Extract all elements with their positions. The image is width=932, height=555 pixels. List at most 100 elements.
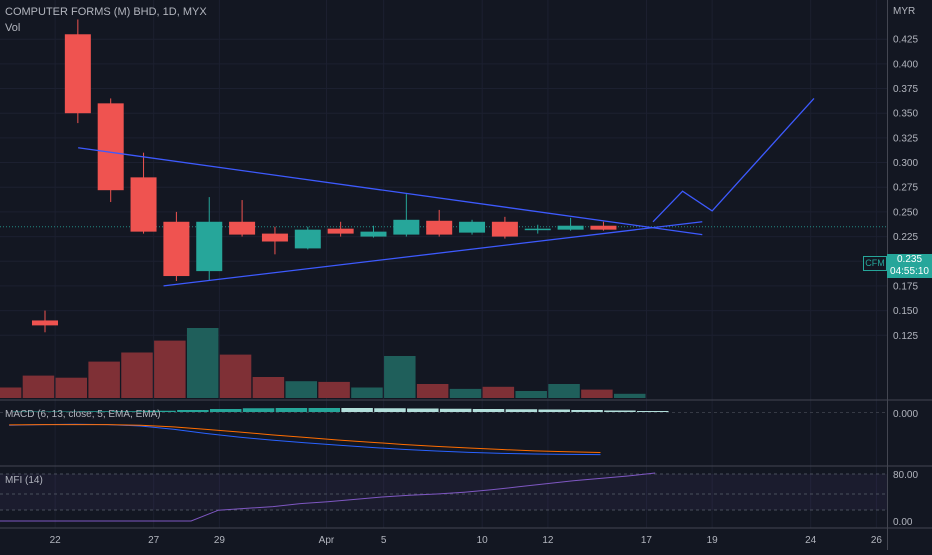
trendline-projection [652, 97, 815, 223]
volume-legend: Vol [5, 22, 21, 34]
volume-bar [351, 387, 383, 398]
date-tick-label: 24 [805, 535, 817, 546]
volume-bar [548, 384, 580, 398]
candle-body [491, 221, 518, 237]
macd-histogram-bar [604, 410, 636, 412]
price-tick-label: 0.350 [893, 109, 918, 120]
volume-bar [285, 381, 317, 398]
candle-body [327, 228, 354, 234]
candle-body [557, 225, 584, 230]
price-tick-label: 0.150 [893, 306, 918, 317]
volume-bar [581, 389, 613, 398]
volume-bar [186, 328, 219, 398]
macd-histogram-bar [308, 408, 341, 412]
candle-body [229, 221, 256, 235]
price-tick-label: 0.125 [893, 331, 918, 342]
mfi-layer [0, 472, 887, 522]
macd-signal-line [9, 424, 601, 453]
macd-histogram-bar [45, 411, 78, 412]
mfi-tick-label: 0.00 [893, 517, 913, 528]
macd-histogram-bar [637, 411, 669, 412]
macd-histogram-bar [571, 410, 603, 412]
price-tick-label: 0.300 [893, 158, 918, 169]
date-tick-label: 29 [214, 535, 226, 546]
macd-histogram-bar [144, 410, 176, 412]
volume-bar [384, 356, 416, 398]
candle-body [524, 228, 551, 231]
candle-body [261, 233, 288, 242]
symbol-title: COMPUTER FORMS (M) BHD, 1D, MYX [5, 6, 207, 18]
candle-body [459, 221, 486, 233]
macd-tick-label: 0.000 [893, 409, 918, 420]
price-tick-label: 0.250 [893, 207, 918, 218]
macd-legend: MACD (6, 13, close, 5, EMA, EMA) [5, 409, 161, 420]
price-badge-countdown: 04:55:10 [890, 266, 929, 277]
price-badge-value: 0.235 [896, 254, 923, 265]
volume-bar [318, 381, 350, 398]
volume-bar [22, 375, 55, 398]
volume-bar [515, 391, 547, 398]
candle-body [97, 103, 124, 191]
volume-bar [449, 388, 482, 398]
date-tick-label: 26 [871, 535, 883, 546]
macd-histogram-bar [472, 409, 505, 412]
date-tick-label: 27 [148, 535, 160, 546]
macd-histogram-bar [407, 408, 439, 412]
macd-histogram-bar [439, 408, 472, 412]
candle-body [130, 177, 157, 232]
volume-layer [0, 328, 646, 398]
macd-histogram-bar [505, 409, 538, 412]
price-tick-label: 0.275 [893, 183, 918, 194]
volume-bar [252, 377, 285, 398]
mfi-tick-label: 80.00 [893, 470, 918, 481]
price-tick-label: 0.225 [893, 232, 918, 243]
macd-layer [0, 408, 887, 456]
candle-body [393, 219, 420, 235]
macd-histogram-bar [275, 408, 308, 412]
mfi-legend: MFI (14) [5, 475, 43, 486]
macd-histogram-bar [111, 411, 143, 412]
macd-histogram-bar [374, 408, 406, 412]
candle-body [360, 231, 387, 237]
price-tick-label: 0.325 [893, 133, 918, 144]
candle-body [590, 225, 617, 230]
price-tick-label: 0.425 [893, 35, 918, 46]
date-tick-label: 12 [542, 535, 554, 546]
price-tick-label: 0.400 [893, 59, 918, 70]
candle-body [163, 221, 190, 277]
candle-body [196, 221, 223, 272]
candle-body [294, 229, 321, 249]
date-tick-label: 22 [50, 535, 62, 546]
candle-body [31, 320, 58, 326]
volume-bar [154, 340, 186, 398]
currency-label: MYR [893, 6, 915, 17]
volume-bar [219, 354, 252, 398]
candle-layer [31, 19, 617, 333]
volume-bar [88, 361, 120, 398]
volume-bar [0, 387, 22, 398]
price-tick-label: 0.175 [893, 281, 918, 292]
price-badge: 0.235 04:55:10 [887, 254, 932, 278]
volume-bar [482, 386, 515, 398]
date-tick-label: 17 [641, 535, 653, 546]
trendline-upper [78, 147, 703, 236]
macd-histogram-bar [538, 409, 570, 412]
macd-histogram-bar [177, 410, 209, 412]
volume-bar [614, 393, 646, 398]
date-tick-label: 19 [707, 535, 719, 546]
candle-body [64, 34, 91, 114]
macd-histogram-bar [341, 408, 373, 412]
volume-bar [121, 352, 153, 398]
date-tick-label: Apr [319, 535, 335, 546]
price-tick-label: 0.375 [893, 84, 918, 95]
ticker-badge: CFM [863, 256, 887, 271]
macd-histogram-bar [12, 411, 45, 412]
date-tick-label: 10 [477, 535, 489, 546]
mfi-band [0, 474, 887, 510]
macd-histogram-bar [209, 409, 242, 412]
macd-histogram-bar [78, 411, 111, 412]
